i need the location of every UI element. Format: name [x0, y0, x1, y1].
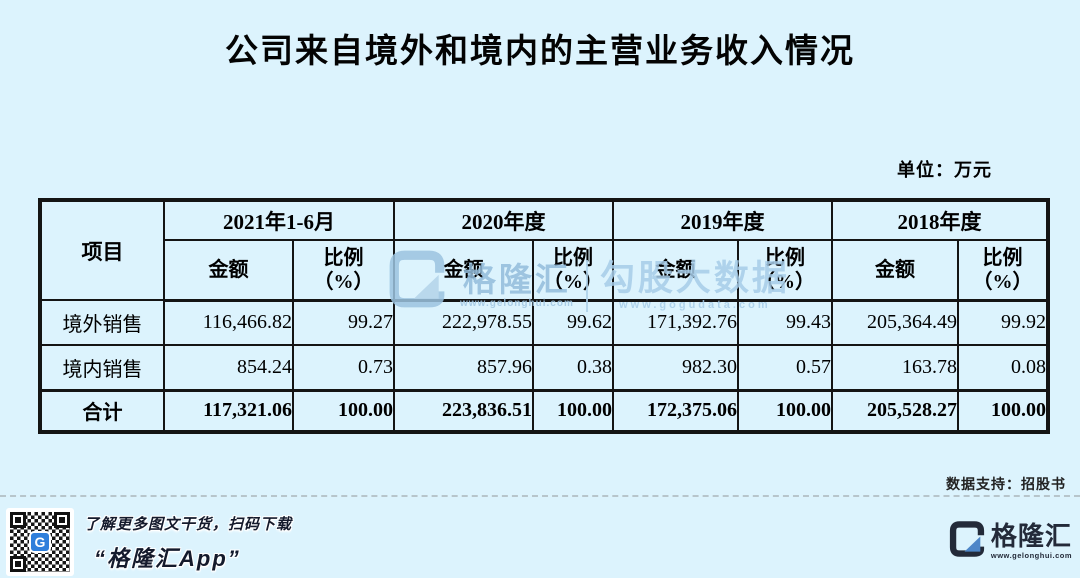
- header-row-periods: 项目 2021年1-6月 2020年度 2019年度 2018年度: [39, 199, 1049, 301]
- gelonghui-g-icon: [948, 520, 986, 563]
- qr-finder-icon: [54, 512, 70, 528]
- ratio-cell: 100.00: [957, 388, 1049, 433]
- amount-cell: 205,528.27: [831, 388, 959, 433]
- page-title: 公司来自境外和境内的主营业务收入情况: [225, 32, 855, 69]
- gelonghui-logo-url: www.gelonghui.com: [990, 551, 1072, 560]
- ratio-cell: 99.27: [292, 299, 395, 346]
- row-label: 境外销售: [39, 299, 165, 346]
- gelonghui-logo-text: 格隆汇: [990, 521, 1072, 551]
- amount-cell: 171,392.76: [612, 299, 739, 346]
- column-header-item: 项目: [39, 199, 165, 301]
- ratio-cell: 0.08: [957, 344, 1049, 391]
- amount-cell: 223,836.51: [393, 388, 534, 433]
- amount-cell: 205,364.49: [831, 299, 959, 346]
- qr-finder-icon: [10, 556, 26, 572]
- column-header-ratio: 比例 （%）: [292, 239, 395, 302]
- column-header-ratio: 比例 （%）: [957, 239, 1049, 302]
- unit-label: 单位：万元: [897, 160, 992, 180]
- qr-caption: 了解更多图文干货，扫码下载 “格隆汇App”: [84, 513, 292, 573]
- column-header-ratio: 比例 （%）: [737, 239, 833, 302]
- ratio-cell: 0.73: [292, 344, 395, 391]
- column-header-amount: 金额: [831, 239, 959, 302]
- footer-divider: [0, 495, 1080, 497]
- data-source-label: 数据支持：招股书: [946, 476, 1066, 492]
- column-header-period-2021h1: 2021年1-6月: [163, 199, 395, 241]
- ratio-cell: 99.43: [737, 299, 833, 346]
- table-row-domestic: 境内销售 854.24 0.73 857.96 0.38 982.30 0.57…: [39, 344, 1049, 391]
- amount-cell: 172,375.06: [612, 388, 739, 433]
- table-row-overseas: 境外销售 116,466.82 99.27 222,978.55 99.62 1…: [39, 299, 1049, 346]
- ratio-cell: 0.57: [737, 344, 833, 391]
- column-header-amount: 金额: [163, 239, 294, 302]
- amount-cell: 117,321.06: [163, 388, 294, 433]
- column-header-amount: 金额: [393, 239, 534, 302]
- column-header-period-2020: 2020年度: [393, 199, 614, 241]
- amount-cell: 857.96: [393, 344, 534, 391]
- ratio-cell: 99.62: [532, 299, 614, 346]
- qr-code: G: [6, 508, 74, 576]
- qr-caption-line1: 了解更多图文干货，扫码下载: [84, 516, 293, 533]
- gelonghui-logo-badge: G: [29, 531, 51, 553]
- amount-cell: 222,978.55: [393, 299, 534, 346]
- ratio-cell: 100.00: [737, 388, 833, 433]
- amount-cell: 116,466.82: [163, 299, 294, 346]
- row-label: 合计: [39, 388, 165, 433]
- column-header-period-2018: 2018年度: [831, 199, 1049, 241]
- revenue-table: 项目 2021年1-6月 2020年度 2019年度 2018年度 金额 比例 …: [38, 198, 1050, 434]
- column-header-period-2019: 2019年度: [612, 199, 833, 241]
- ratio-cell: 100.00: [532, 388, 614, 433]
- qr-caption-line2: “格隆汇App”: [94, 546, 241, 571]
- amount-cell: 982.30: [612, 344, 739, 391]
- qr-finder-icon: [10, 512, 26, 528]
- column-header-ratio: 比例 （%）: [532, 239, 614, 302]
- header-row-subcolumns: 金额 比例 （%） 金额 比例 （%） 金额 比例 （%） 金额 比例: [40, 239, 1049, 302]
- ratio-cell: 0.38: [532, 344, 614, 391]
- column-header-amount: 金额: [612, 239, 739, 302]
- table-row-total: 合计 117,321.06 100.00 223,836.51 100.00 1…: [39, 388, 1049, 433]
- row-label: 境内销售: [39, 344, 165, 391]
- amount-cell: 163.78: [831, 344, 959, 391]
- ratio-cell: 99.92: [957, 299, 1049, 346]
- gelonghui-logo: 格隆汇 www.gelonghui.com: [948, 520, 1072, 563]
- ratio-cell: 100.00: [292, 388, 395, 433]
- amount-cell: 854.24: [163, 344, 294, 391]
